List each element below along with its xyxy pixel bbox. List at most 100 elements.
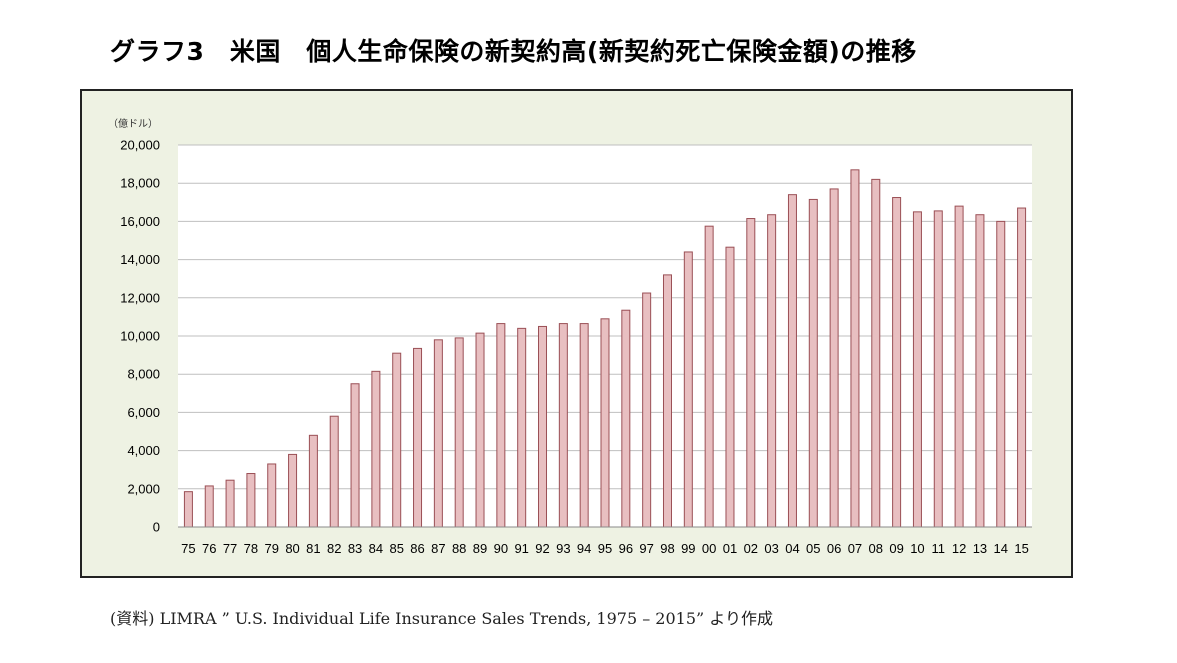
y-tick-label: 12,000: [120, 290, 160, 305]
y-axis-ticks: 0 2,000 4,000 6,000 8,000 10,000 12,000 14,000 1…: [120, 138, 160, 535]
source-note: (資料) LIMRA ” U.S. Individual Life Insura…: [110, 609, 773, 628]
x-tick-label: 75: [181, 541, 195, 556]
bar-86: [413, 347, 423, 528]
x-tick-label: 10: [910, 541, 924, 556]
bar-03: [767, 214, 777, 528]
x-tick-label: 14: [994, 541, 1008, 556]
bars: [183, 169, 1027, 528]
x-axis-ticks: 75 76 77 78 79 80 81 82 83 84 85 86 87 88 89 90 91 92 93 94…: [181, 541, 1029, 556]
x-tick-label: 89: [473, 541, 487, 556]
x-tick-label: 02: [744, 541, 758, 556]
bar-97: [642, 292, 652, 528]
x-tick-label: 01: [723, 541, 737, 556]
x-tick-label: 08: [869, 541, 883, 556]
x-tick-label: 85: [389, 541, 403, 556]
bar-00: [704, 225, 714, 528]
x-tick-label: 80: [285, 541, 299, 556]
y-tick-label: 18,000: [120, 176, 160, 191]
y-tick-label: 10,000: [120, 329, 160, 344]
y-tick-label: 16,000: [120, 214, 160, 229]
bar-06: [829, 188, 839, 528]
bar-02: [746, 218, 756, 528]
x-tick-label: 97: [639, 541, 653, 556]
x-tick-label: 00: [702, 541, 716, 556]
bar-15: [1017, 207, 1027, 528]
bar-05: [808, 198, 818, 528]
bar-77: [225, 479, 235, 528]
bar-98: [662, 274, 672, 528]
x-tick-label: 06: [827, 541, 841, 556]
x-tick-label: 82: [327, 541, 341, 556]
x-tick-label: 99: [681, 541, 695, 556]
x-tick-label: 13: [973, 541, 987, 556]
bar-78: [246, 473, 256, 528]
y-tick-label: 6,000: [127, 405, 160, 420]
y-tick-label: 8,000: [127, 367, 160, 382]
bar-79: [267, 463, 277, 528]
x-tick-label: 87: [431, 541, 445, 556]
bar-83: [350, 383, 360, 528]
x-tick-label: 78: [244, 541, 258, 556]
bar-81: [308, 434, 318, 528]
bar-87: [433, 339, 443, 528]
x-tick-label: 15: [1014, 541, 1028, 556]
x-tick-label: 94: [577, 541, 591, 556]
bar-95: [600, 318, 610, 528]
bar-91: [517, 327, 527, 528]
bar-04: [787, 194, 797, 528]
bar-11: [933, 210, 943, 528]
x-tick-label: 93: [556, 541, 570, 556]
x-tick-label: 86: [410, 541, 424, 556]
bar-94: [579, 323, 589, 528]
x-tick-label: 83: [348, 541, 362, 556]
x-tick-label: 91: [514, 541, 528, 556]
x-tick-label: 90: [494, 541, 508, 556]
bar-80: [288, 453, 298, 528]
bar-07: [850, 169, 860, 528]
x-tick-label: 07: [848, 541, 862, 556]
bar-96: [621, 309, 631, 528]
bar-09: [892, 197, 902, 528]
bar-13: [975, 214, 985, 528]
bar-01: [725, 246, 735, 528]
x-tick-label: 79: [264, 541, 278, 556]
x-tick-label: 12: [952, 541, 966, 556]
bar-88: [454, 337, 464, 528]
bar-89: [475, 332, 485, 528]
x-tick-label: 81: [306, 541, 320, 556]
bar-10: [912, 211, 922, 528]
x-tick-label: 95: [598, 541, 612, 556]
bar-92: [538, 325, 548, 528]
x-tick-label: 76: [202, 541, 216, 556]
bar-75: [183, 491, 193, 528]
x-tick-label: 84: [369, 541, 383, 556]
x-tick-label: 77: [223, 541, 237, 556]
bar-99: [683, 251, 693, 528]
x-tick-label: 92: [535, 541, 549, 556]
x-tick-label: 98: [660, 541, 674, 556]
x-tick-label: 04: [785, 541, 799, 556]
x-tick-label: 88: [452, 541, 466, 556]
bar-85: [392, 352, 402, 528]
chart-title: グラフ3 米国 個人生命保険の新契約高(新契約死亡保険金額)の推移: [110, 37, 917, 66]
bar-12: [954, 205, 964, 528]
bar-93: [558, 323, 568, 528]
y-axis-unit-label: （億ドル）: [108, 119, 158, 130]
x-tick-label: 11: [932, 541, 946, 556]
y-tick-label: 0: [153, 520, 160, 535]
x-tick-label: 03: [764, 541, 778, 556]
bar-08: [871, 178, 881, 528]
bar-14: [996, 220, 1006, 528]
y-tick-label: 14,000: [120, 252, 160, 267]
y-tick-label: 2,000: [127, 481, 160, 496]
x-tick-label: 05: [806, 541, 820, 556]
x-tick-label: 09: [889, 541, 903, 556]
bar-76: [204, 485, 214, 528]
bar-84: [371, 370, 381, 528]
y-tick-label: 4,000: [127, 443, 160, 458]
x-tick-label: 96: [619, 541, 633, 556]
bar-90: [496, 323, 506, 528]
y-tick-label: 20,000: [120, 138, 160, 153]
bar-82: [329, 415, 339, 528]
